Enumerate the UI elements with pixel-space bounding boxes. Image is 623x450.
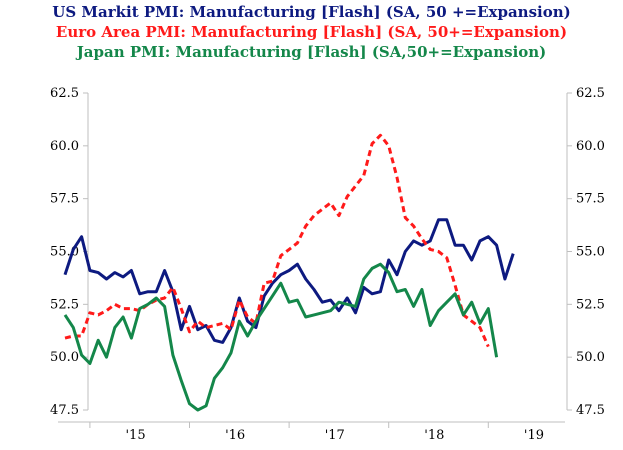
y-tick-label-right: 52.5 <box>576 297 605 312</box>
y-tick-label-right: 57.5 <box>576 192 605 207</box>
chart-titles: US Markit PMI: Manufacturing [Flash] (SA… <box>0 2 623 62</box>
us-title: US Markit PMI: Manufacturing [Flash] (SA… <box>52 3 571 21</box>
japan-pmi-line <box>63 262 499 412</box>
y-tick-label-left: 47.5 <box>50 403 79 418</box>
x-tick-label: '19 <box>524 428 544 443</box>
x-tick-label: '16 <box>225 428 245 443</box>
y-tick-label-left: 62.5 <box>50 86 79 101</box>
y-tick-label-right: 50.0 <box>576 350 605 365</box>
y-tick-label-left: 57.5 <box>50 192 79 207</box>
y-tick-label-right: 60.0 <box>576 139 605 154</box>
y-tick-label-right: 62.5 <box>576 86 605 101</box>
euro-title: Euro Area PMI: Manufacturing [Flash] (SA… <box>55 23 568 41</box>
japan-title: Japan PMI: Manufacturing [Flash] (SA,50+… <box>76 43 547 61</box>
y-tick-label-right: 47.5 <box>576 403 605 418</box>
y-tick-label-left: 50.0 <box>50 350 79 365</box>
x-tick-label: '15 <box>125 428 145 443</box>
us-pmi-line <box>63 218 515 344</box>
y-tick-label-right: 55.0 <box>576 245 605 260</box>
euro-pmi-line <box>64 133 490 348</box>
y-tick-label-left: 60.0 <box>50 139 79 154</box>
x-tick-label: '18 <box>424 428 444 443</box>
x-tick-label: '17 <box>325 428 345 443</box>
y-tick-label-left: 52.5 <box>50 297 79 312</box>
